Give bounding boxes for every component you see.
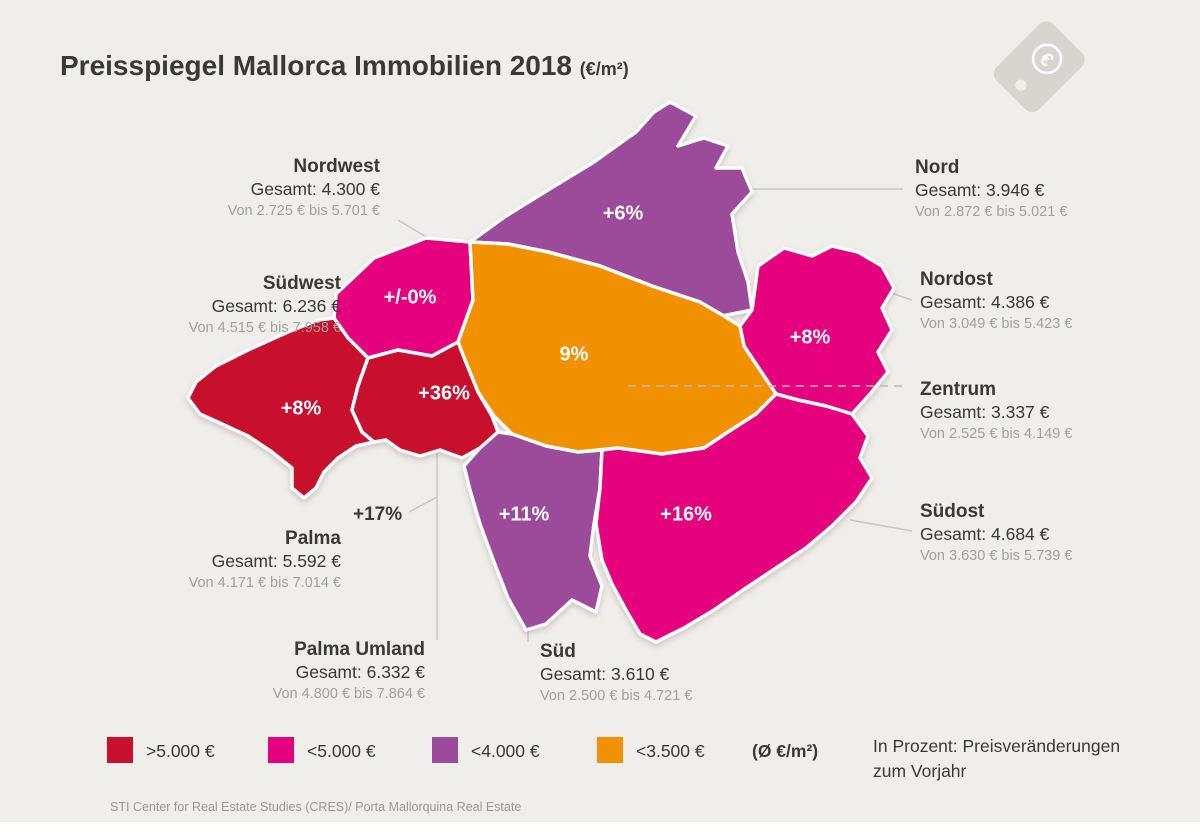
region-price-range: Von 4.800 € bis 7.864 €: [272, 686, 425, 702]
price-tag-icon: €: [993, 21, 1085, 113]
region-average-price: Gesamt: 4.684 €: [920, 524, 1050, 544]
legend-label-red: >5.000 €: [146, 741, 215, 761]
region-price-range: Von 2.525 € bis 4.149 €: [920, 426, 1073, 442]
pct-label-zentrum: 9%: [559, 343, 589, 366]
pct-label-nordost: +8%: [789, 326, 831, 349]
region-name: Nordwest: [293, 156, 380, 177]
legend-swatch-purple: [432, 737, 458, 763]
region-name: Südwest: [262, 273, 341, 294]
price-tag-body: [993, 21, 1085, 113]
region-label-palma: Palma Gesamt: 5.592 € Von 4.171 € bis 7.…: [189, 527, 341, 594]
region-price-range: Von 2.500 € bis 4.721 €: [540, 688, 693, 704]
region-price-range: Von 3.049 € bis 5.423 €: [920, 316, 1073, 332]
page-title: Preisspiegel Mallorca Immobilien 2018 (€…: [60, 50, 629, 82]
region-average-price: Gesamt: 3.610 €: [540, 664, 670, 684]
map-regions: [186, 100, 896, 644]
region-name: Palma: [285, 528, 341, 549]
region-average-price: Gesamt: 4.300 €: [250, 179, 380, 199]
euro-badge-circle: [1031, 43, 1063, 75]
price-tag-hole: [1015, 79, 1027, 91]
pct-label-sued: +11%: [498, 503, 550, 526]
source-credit: STI Center for Real Estate Studies (CRES…: [110, 800, 522, 814]
region-label-nord: Nord Gesamt: 3.946 € Von 2.872 € bis 5.0…: [915, 156, 1067, 223]
region-name: Südost: [920, 501, 985, 522]
region-price-range: Von 4.171 € bis 7.014 €: [188, 575, 341, 591]
percent-explanation: In Prozent: Preisveränderungen zum Vorja…: [873, 734, 1120, 784]
region-price-range: Von 4.515 € bis 7.958 €: [188, 320, 341, 336]
region-price-range: Von 2.872 € bis 5.021 €: [915, 204, 1068, 220]
region-average-price: Gesamt: 3.946 €: [915, 180, 1045, 200]
region-price-range: Von 2.725 € bis 5.701 €: [227, 203, 380, 219]
region-label-zentrum: Zentrum Gesamt: 3.337 € Von 2.525 € bis …: [920, 378, 1072, 445]
region-name: Nord: [915, 157, 960, 178]
region-label-sued: Süd Gesamt: 3.610 € Von 2.500 € bis 4.72…: [540, 640, 692, 707]
legend-label-purple: <4.000 €: [471, 741, 540, 761]
pct-label-palma: +17%: [353, 504, 403, 525]
region-average-price: Gesamt: 6.236 €: [211, 296, 341, 316]
title-unit: (€/m²): [579, 59, 629, 79]
legend-swatch-red: [107, 737, 133, 763]
region-name: Palma Umland: [294, 639, 425, 660]
connector-suedost: [849, 519, 913, 532]
region-average-price: Gesamt: 3.337 €: [920, 402, 1050, 422]
region-label-suedost: Südost Gesamt: 4.684 € Von 3.630 € bis 5…: [920, 500, 1072, 567]
bottom-white-bar: [0, 822, 1200, 836]
pct-label-suedost: +16%: [660, 503, 712, 526]
pct-label-palma-umland: +36%: [418, 382, 470, 405]
region-name: Nordost: [920, 269, 993, 290]
region-name: Süd: [540, 641, 576, 662]
region-sued: [462, 430, 604, 632]
pct-label-nordwest: +/-0%: [383, 286, 437, 309]
pct-label-nord: +6%: [602, 202, 644, 225]
legend-label-pink: <5.000 €: [307, 741, 376, 761]
region-average-price: Gesamt: 6.332 €: [295, 662, 425, 682]
connector-palma: [408, 496, 438, 513]
legend-swatch-orange: [597, 737, 623, 763]
region-name: Zentrum: [920, 379, 996, 400]
region-suedost: [594, 392, 874, 644]
region-label-nordost: Nordost Gesamt: 4.386 € Von 3.049 € bis …: [920, 268, 1072, 335]
region-average-price: Gesamt: 5.592 €: [211, 551, 341, 571]
region-price-range: Von 3.630 € bis 5.739 €: [920, 548, 1073, 564]
region-label-nordwest: Nordwest Gesamt: 4.300 € Von 2.725 € bis…: [228, 155, 380, 222]
percent-explanation-line2: zum Vorjahr: [873, 761, 967, 781]
percent-explanation-line1: In Prozent: Preisveränderungen: [873, 736, 1121, 756]
legend-average-note: (Ø €/m²): [752, 741, 819, 761]
region-average-price: Gesamt: 4.386 €: [920, 292, 1050, 312]
region-palma-umland: [350, 340, 500, 460]
legend-label-orange: <3.500 €: [636, 741, 705, 761]
title-text: Preisspiegel Mallorca Immobilien 2018: [60, 50, 572, 81]
legend-swatch-pink: [268, 737, 294, 763]
region-label-palma-umland: Palma Umland Gesamt: 6.332 € Von 4.800 €…: [273, 638, 425, 705]
pct-label-suedwest: +8%: [280, 397, 322, 420]
region-label-suedwest: Südwest Gesamt: 6.236 € Von 4.515 € bis …: [189, 272, 341, 339]
